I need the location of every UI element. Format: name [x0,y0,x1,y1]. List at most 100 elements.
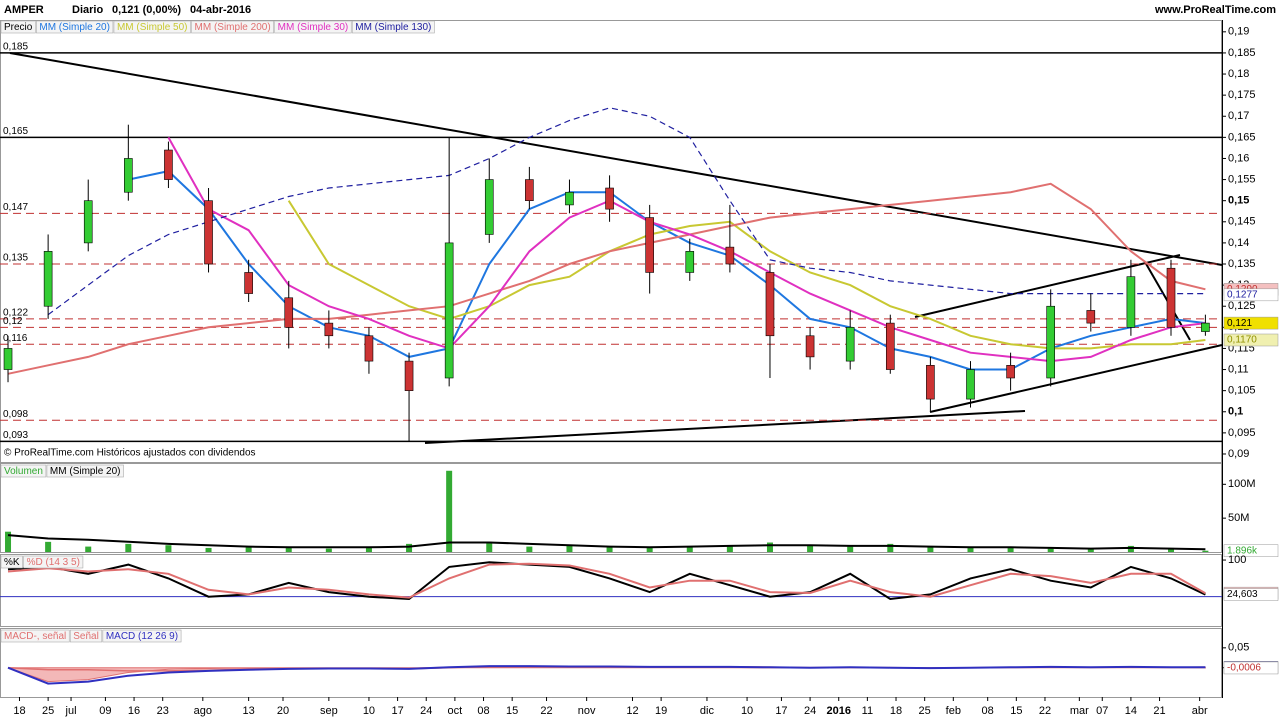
value-tag-label: 0,1170 [1227,335,1257,346]
bar [726,545,733,552]
y-tick-label: 0,165 [1228,131,1256,143]
y-tick-label: 0,155 [1228,173,1256,185]
legend-box [36,20,114,34]
candle-body [204,200,213,265]
y-tick-label: 0,18 [1228,68,1249,80]
candle-body [444,242,454,379]
x-tick-label: ago [194,705,212,717]
y-tick-label: 0,095 [1228,427,1256,439]
legend-label: MACD-, señal [4,631,66,642]
candle-body [1086,310,1096,324]
date: 04-abr-2016 [190,4,251,16]
x-tick-label: 25 [42,705,54,717]
y-tick-label: 0,19 [1228,26,1249,38]
level-label: 0,135 [3,253,28,264]
level-label: 0,093 [3,430,28,441]
value-tag-label: 1.896k [1227,545,1258,556]
trend-line [914,254,1181,318]
x-tick-label: 25 [919,705,931,717]
x-tick-label: 08 [477,705,489,717]
x-tick-label: abr [1192,705,1208,717]
bar [566,545,573,552]
candle-body [605,187,614,210]
y-tick-label: 0,11 [1228,363,1249,375]
candle-body [845,327,855,362]
bar [686,546,693,552]
level-label: 0,165 [3,126,28,137]
bar [1087,549,1094,552]
bar [125,543,132,552]
trend-line [424,410,1026,444]
bar [526,546,533,552]
bar [766,542,773,552]
level-label: 0,185 [3,42,28,53]
value-tag [1223,316,1279,330]
legend-box [191,20,274,34]
x-tick-label: 24 [804,705,816,717]
y-tick-label: 0,125 [1228,300,1256,312]
legend-box [23,555,84,569]
series-line [7,182,1206,375]
x-tick-label: 15 [1010,705,1022,717]
level-label: 0,12 [3,316,23,327]
candle-body [765,272,775,337]
stoch-frame [0,554,1222,627]
x-tick-label: sep [320,705,338,717]
value-tag [1223,333,1279,347]
x-tick-label: 18 [890,705,902,717]
price: 0,121 (0,00%) [112,4,181,16]
x-tick-label: 20 [277,705,289,717]
candle-body [525,179,534,201]
x-tick-label: jul [65,705,77,717]
y-tick-label: 100M [1228,478,1256,490]
bar [365,547,372,552]
candle-body [645,217,654,273]
bar [847,546,854,552]
macd-frame [0,628,1222,698]
candle-body [164,149,173,180]
bar [486,541,493,552]
x-tick-label: 15 [506,705,518,717]
volume-frame [0,463,1222,553]
level-label: 0,122 [3,308,28,319]
bar [85,546,92,552]
x-tick-label: 21 [1153,705,1165,717]
series-line [7,562,1206,599]
y-tick-label: 0,05 [1228,642,1249,654]
y-tick-label: 0,09 [1228,448,1249,460]
x-tick-label: 07 [1096,705,1108,717]
bar [285,547,292,552]
bar [1168,547,1175,552]
candle-body [404,360,414,391]
bar [5,531,12,552]
legend-label: MACD (12 26 9) [106,631,178,642]
x-tick-label: 17 [775,705,787,717]
panel-frames [0,20,1222,698]
candle-body [244,272,253,294]
candle-body [1201,322,1210,332]
candle-body [885,322,895,370]
period: Diario [72,4,103,16]
series-line [7,534,1206,551]
series-line [167,136,1206,363]
x-tick-label: dic [700,705,715,717]
x-tick-label: 17 [391,705,403,717]
x-tick-label: 24 [420,705,432,717]
candle-body [685,251,695,273]
x-tick-label: 09 [99,705,111,717]
value-tag-label: 0,121 [1227,318,1252,329]
bar [887,543,894,552]
x-tick-label: 22 [1039,705,1051,717]
series-line [7,665,1206,685]
candle-body [364,335,374,362]
candle-body [124,158,133,193]
x-tick-label: 10 [363,705,375,717]
y-tick-label: 0,105 [1228,385,1256,397]
x-tick-label: 08 [982,705,994,717]
legend-box [0,464,47,478]
series-line [47,107,1206,316]
candle-body [484,179,494,235]
legend-box [0,629,70,643]
legend-box [113,20,191,34]
bar [1127,545,1134,552]
